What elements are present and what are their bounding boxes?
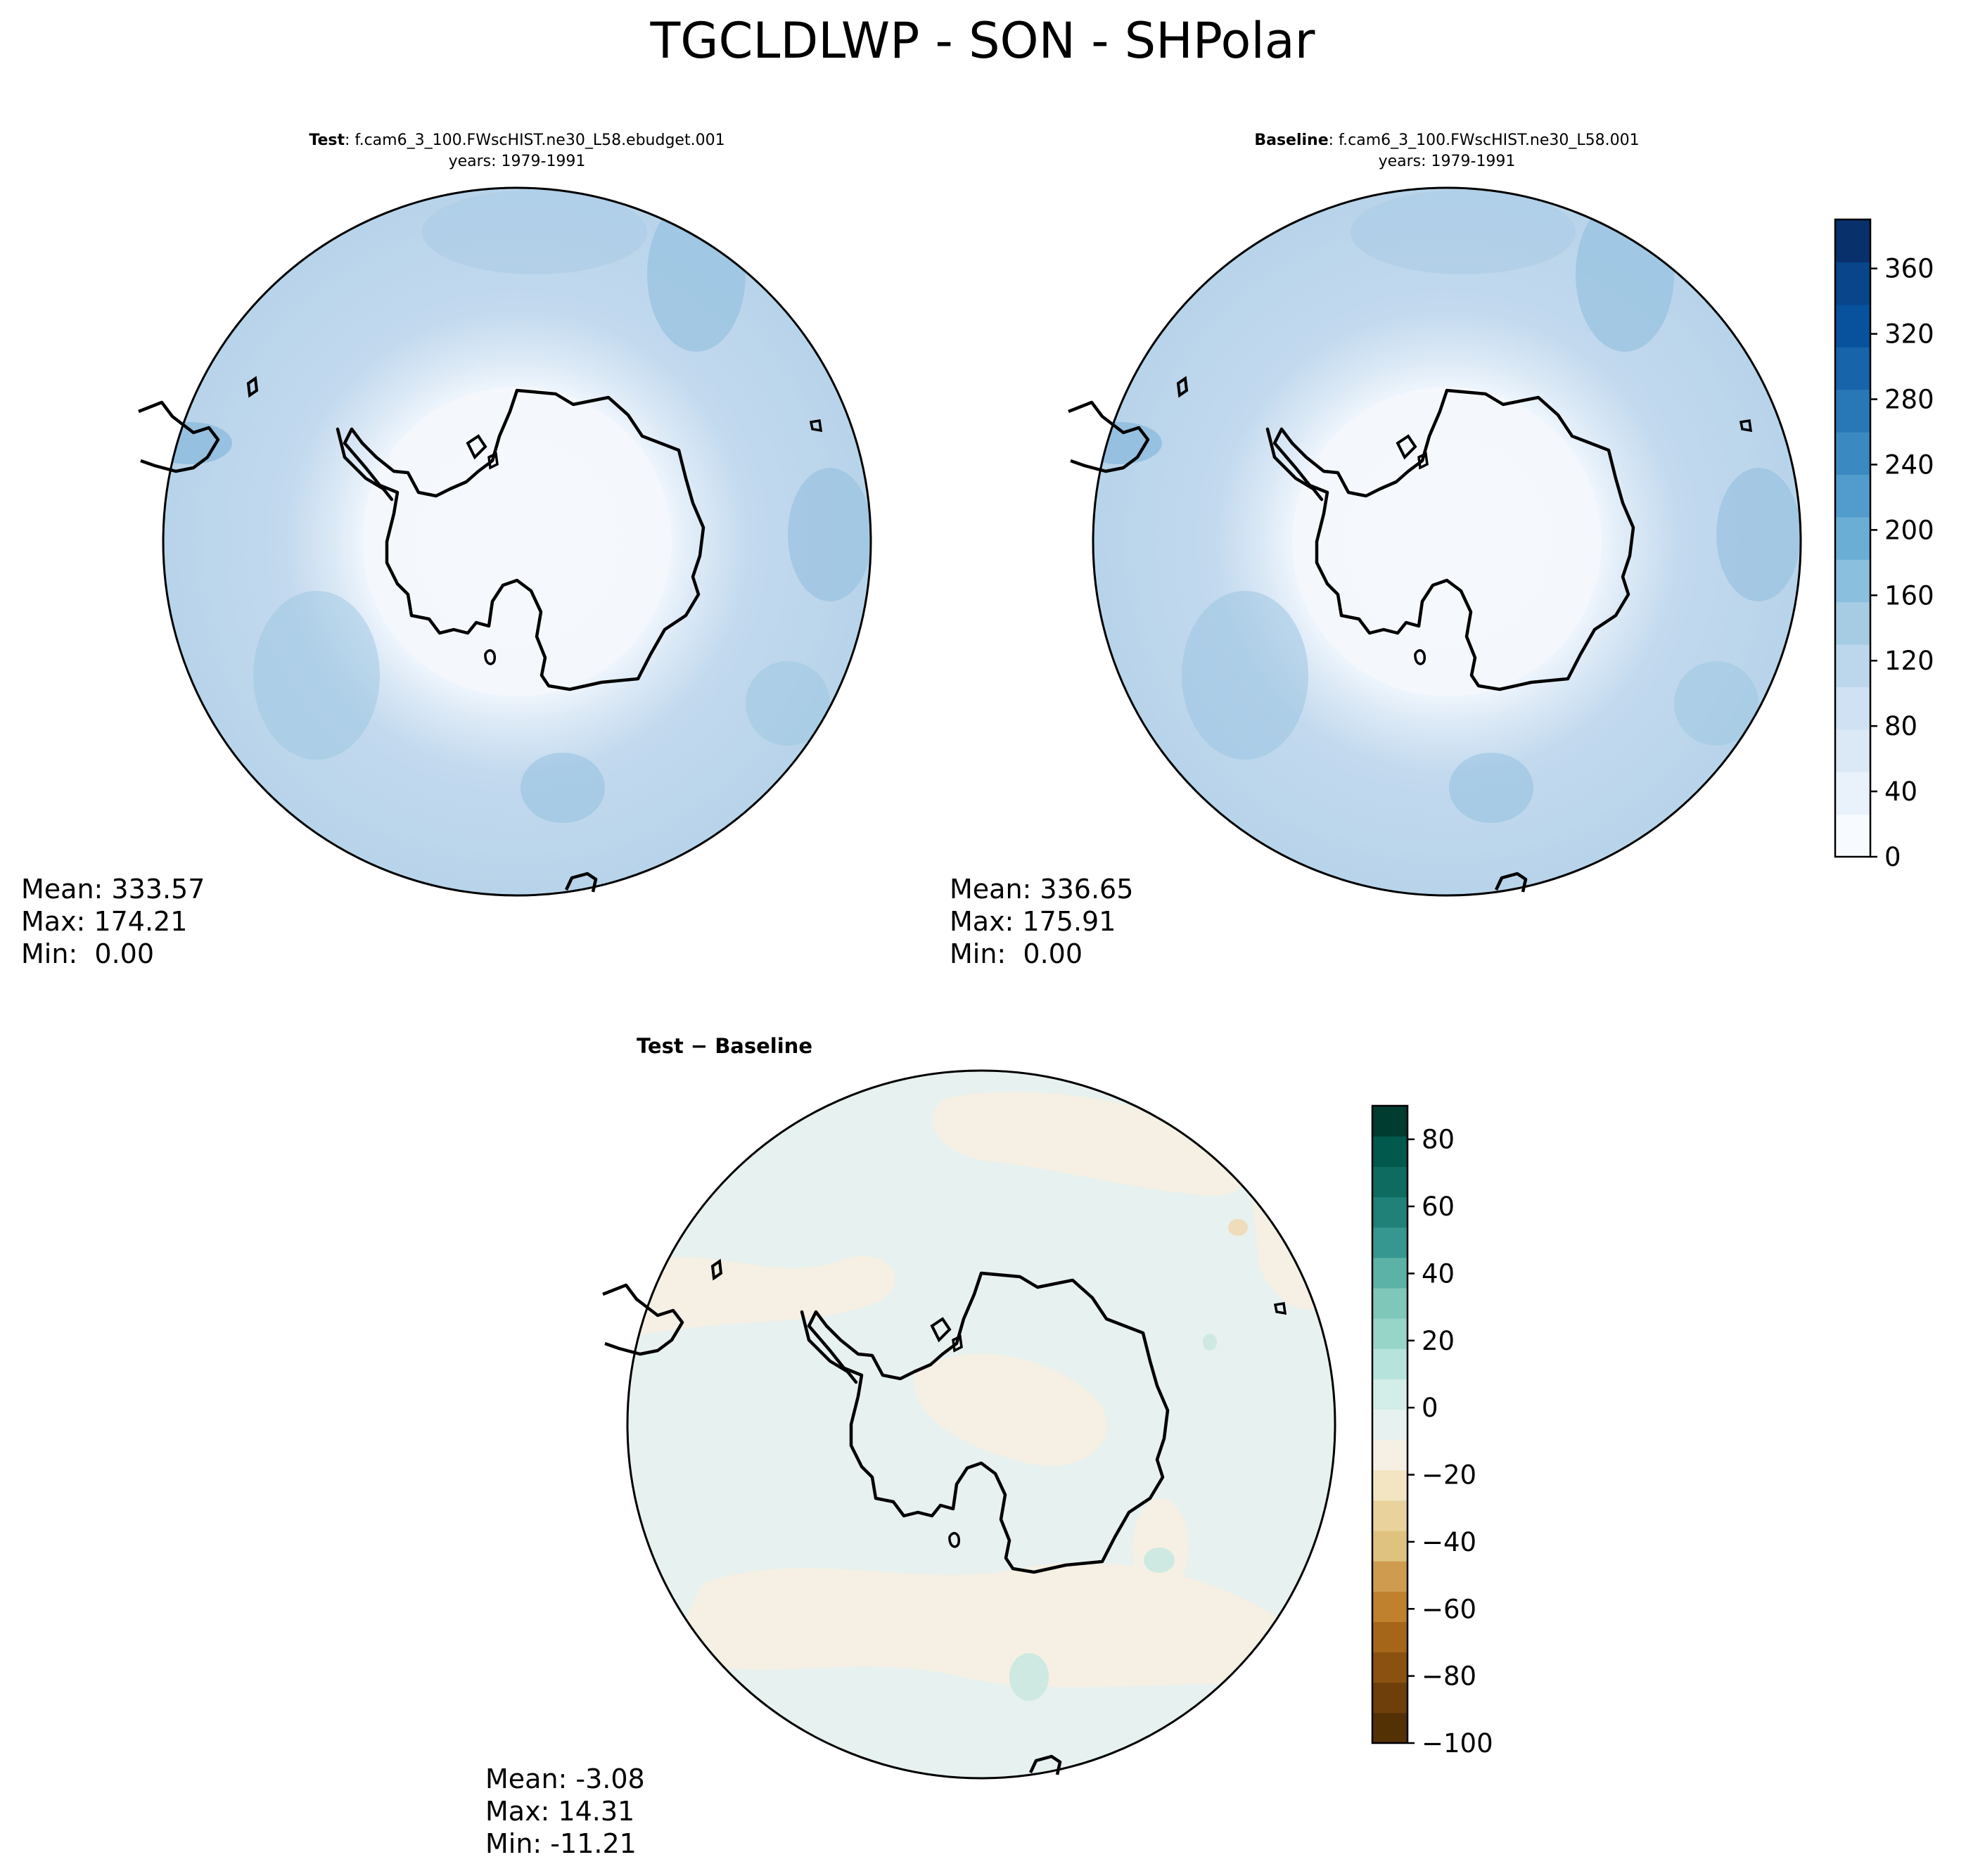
baseline-header-rest: : f.cam6_3_100.FWscHIST.ne30_L58.001	[1329, 132, 1640, 149]
diff-panel-header: Test − Baseline	[637, 1034, 812, 1058]
test-panel-header: Test: f.cam6_3_100.FWscHIST.ne30_L58.ebu…	[309, 132, 725, 149]
diff-colorbar-tick-label: −40	[1422, 1527, 1476, 1557]
diff-colorbar-tick-label: −100	[1422, 1728, 1493, 1759]
baseline-panel-header: Baseline: f.cam6_3_100.FWscHIST.ne30_L58…	[1254, 132, 1639, 149]
test-stat-mean: Mean: 333.57	[21, 874, 205, 905]
main-colorbar-tick-label: 200	[1884, 515, 1934, 545]
main-colorbar-frame	[1834, 218, 1872, 858]
test-panel-subheader: years: 1979-1991	[449, 153, 586, 170]
diff-stat-max: Max: 14.31	[485, 1796, 634, 1827]
diff-colorbar-tick-label: −80	[1422, 1661, 1476, 1692]
diff-colorbar-band	[1372, 1227, 1408, 1258]
main-colorbar-band	[1835, 474, 1870, 518]
diff-colorbar: −100 −80 −60 −40 −20 0 20 40 60 80	[1371, 1104, 1493, 1759]
baseline-stat-min: Min: 0.00	[950, 938, 1083, 969]
diff-map	[627, 1071, 1335, 1778]
main-colorbar-tick-label: 40	[1884, 777, 1917, 807]
diff-colorbar-band	[1372, 1197, 1408, 1228]
diff-colorbar-tick-label: 20	[1422, 1326, 1455, 1356]
main-colorbar: 0 40 80 120 160 200 240 280 320 360	[1834, 218, 1934, 872]
test-map-boundary	[162, 186, 872, 897]
test-panel: Test: f.cam6_3_100.FWscHIST.ne30_L58.ebu…	[21, 132, 872, 969]
baseline-map	[1093, 188, 1801, 895]
diff-colorbar-tick-label: 0	[1422, 1393, 1438, 1423]
diff-colorbar-band	[1372, 1621, 1408, 1653]
main-colorbar-band	[1835, 219, 1870, 262]
diff-colorbar-band	[1372, 1379, 1408, 1410]
diff-colorbar-band	[1372, 1500, 1408, 1531]
diff-stat-min: Min: -11.21	[485, 1828, 637, 1859]
baseline-panel-subheader: years: 1979-1991	[1379, 153, 1516, 170]
diff-colorbar-band	[1372, 1166, 1408, 1198]
diff-colorbar-band	[1372, 1561, 1408, 1592]
baseline-stat-mean: Mean: 336.65	[950, 874, 1133, 905]
main-colorbar-band	[1835, 304, 1870, 347]
main-colorbar-tick-label: 0	[1884, 842, 1901, 872]
figure-title: TGCLDLWP - SON - SHPolar	[650, 12, 1315, 70]
main-colorbar-tick-label: 280	[1884, 385, 1934, 415]
diff-colorbar-frame	[1371, 1104, 1409, 1744]
main-colorbar-band	[1835, 516, 1870, 560]
main-colorbar-tick-label: 360	[1884, 254, 1934, 284]
test-header-rest: : f.cam6_3_100.FWscHIST.ne30_L58.ebudget…	[345, 132, 725, 149]
baseline-stat-max: Max: 175.91	[950, 906, 1116, 937]
main-colorbar-band	[1835, 772, 1870, 815]
main-colorbar-tick-label: 80	[1884, 711, 1917, 741]
diff-colorbar-band	[1372, 1652, 1408, 1683]
test-stat-max: Max: 174.21	[21, 906, 187, 937]
main-colorbar-band	[1835, 432, 1870, 475]
main-colorbar-band	[1835, 601, 1870, 645]
test-map	[163, 188, 871, 895]
diff-colorbar-band	[1372, 1318, 1408, 1349]
main-colorbar-band	[1835, 262, 1870, 305]
baseline-map-boundary	[1092, 186, 1802, 897]
main-colorbar-band	[1835, 644, 1870, 687]
diff-colorbar-band	[1372, 1106, 1408, 1137]
diff-colorbar-band	[1372, 1682, 1408, 1714]
main-colorbar-tick-label: 240	[1884, 449, 1934, 480]
diff-colorbar-band	[1372, 1712, 1408, 1744]
test-stat-min: Min: 0.00	[21, 938, 154, 969]
main-colorbar-band	[1835, 559, 1870, 603]
diff-colorbar-band	[1372, 1348, 1408, 1379]
diff-colorbar-tick-label: 60	[1422, 1192, 1455, 1222]
main-colorbar-tick-label: 120	[1884, 646, 1934, 676]
main-colorbar-tick-label: 160	[1884, 580, 1934, 611]
main-colorbar-band	[1835, 814, 1870, 857]
test-header-bold: Test	[309, 132, 345, 149]
diff-colorbar-band	[1372, 1439, 1408, 1471]
baseline-header-bold: Baseline	[1254, 132, 1328, 149]
diff-colorbar-band	[1372, 1591, 1408, 1623]
main-colorbar-band	[1835, 347, 1870, 390]
baseline-panel: Baseline: f.cam6_3_100.FWscHIST.ne30_L58…	[950, 132, 1802, 969]
diff-colorbar-band	[1372, 1136, 1408, 1167]
diff-colorbar-tick-label: 80	[1422, 1125, 1455, 1155]
main-colorbar-tick-label: 320	[1884, 319, 1934, 350]
diff-stat-mean: Mean: -3.08	[485, 1763, 645, 1794]
diff-colorbar-tick-label: −60	[1422, 1594, 1476, 1624]
diff-colorbar-band	[1372, 1531, 1408, 1562]
main-colorbar-band	[1835, 389, 1870, 433]
diff-panel: Test − Baseline Mean: -3.08 Max: 14.31 M…	[485, 1034, 1336, 1859]
diff-colorbar-band	[1372, 1257, 1408, 1289]
main-colorbar-band	[1835, 687, 1870, 730]
diff-colorbar-tick-label: −20	[1422, 1460, 1476, 1491]
diff-colorbar-band	[1372, 1409, 1408, 1441]
diff-map-boundary	[626, 1069, 1336, 1780]
main-colorbar-band	[1835, 729, 1870, 772]
diff-colorbar-tick-label: 40	[1422, 1258, 1455, 1289]
diff-colorbar-band	[1372, 1469, 1408, 1501]
diff-colorbar-band	[1372, 1287, 1408, 1319]
